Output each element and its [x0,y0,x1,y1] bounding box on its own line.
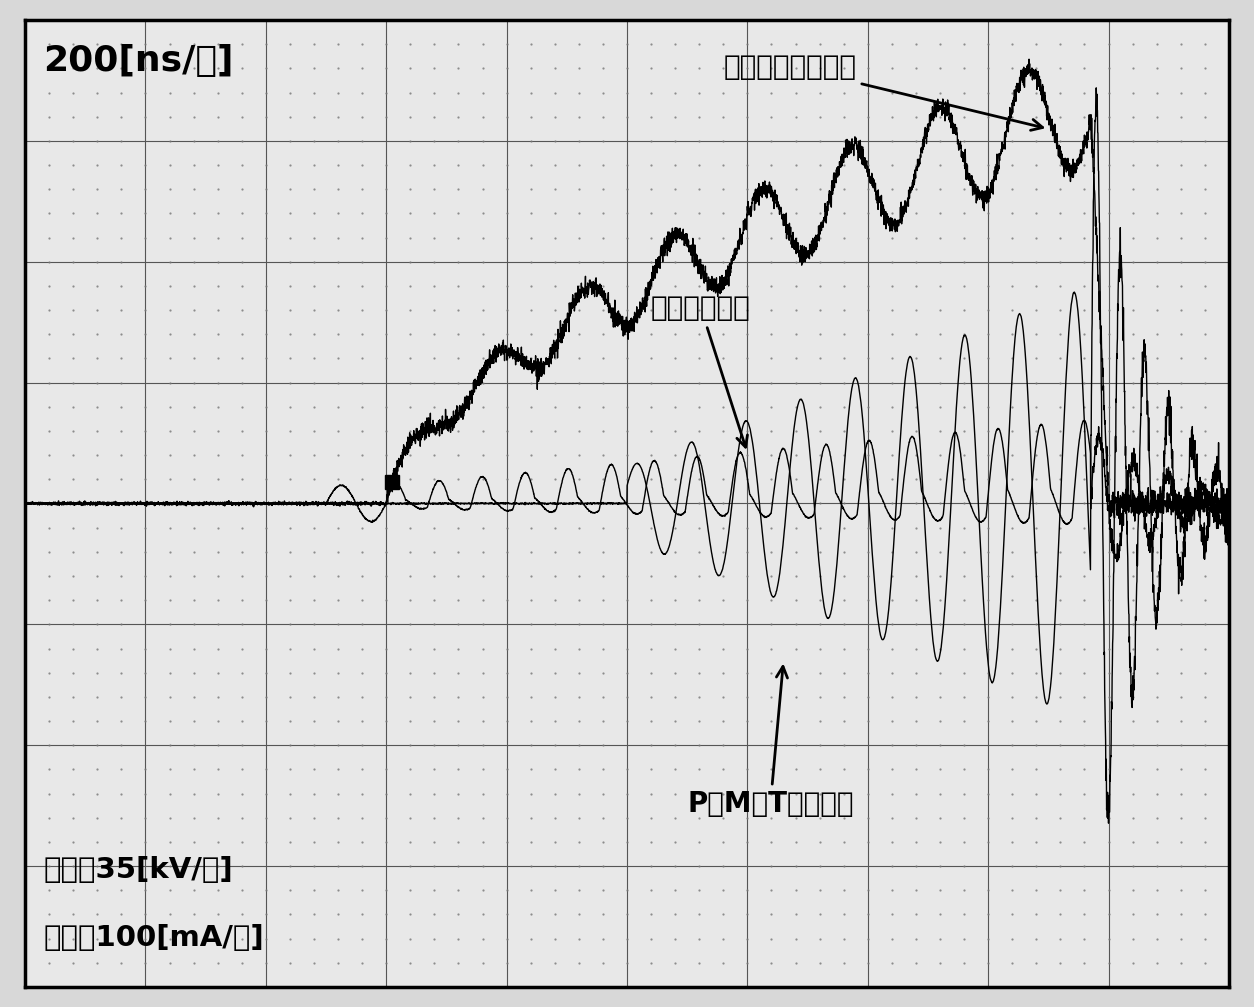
Text: P･M･T信号波形: P･M･T信号波形 [687,667,854,818]
Text: 放电电流波形: 放电电流波形 [651,294,751,447]
Text: 雷电冲击电压波形: 雷电冲击电压波形 [724,52,1042,130]
Text: 电压：35[kV/格]: 电压：35[kV/格] [43,856,233,884]
Text: 电流：100[mA/格]: 电流：100[mA/格] [43,924,263,952]
Text: 200[ns/格]: 200[ns/格] [43,44,233,79]
